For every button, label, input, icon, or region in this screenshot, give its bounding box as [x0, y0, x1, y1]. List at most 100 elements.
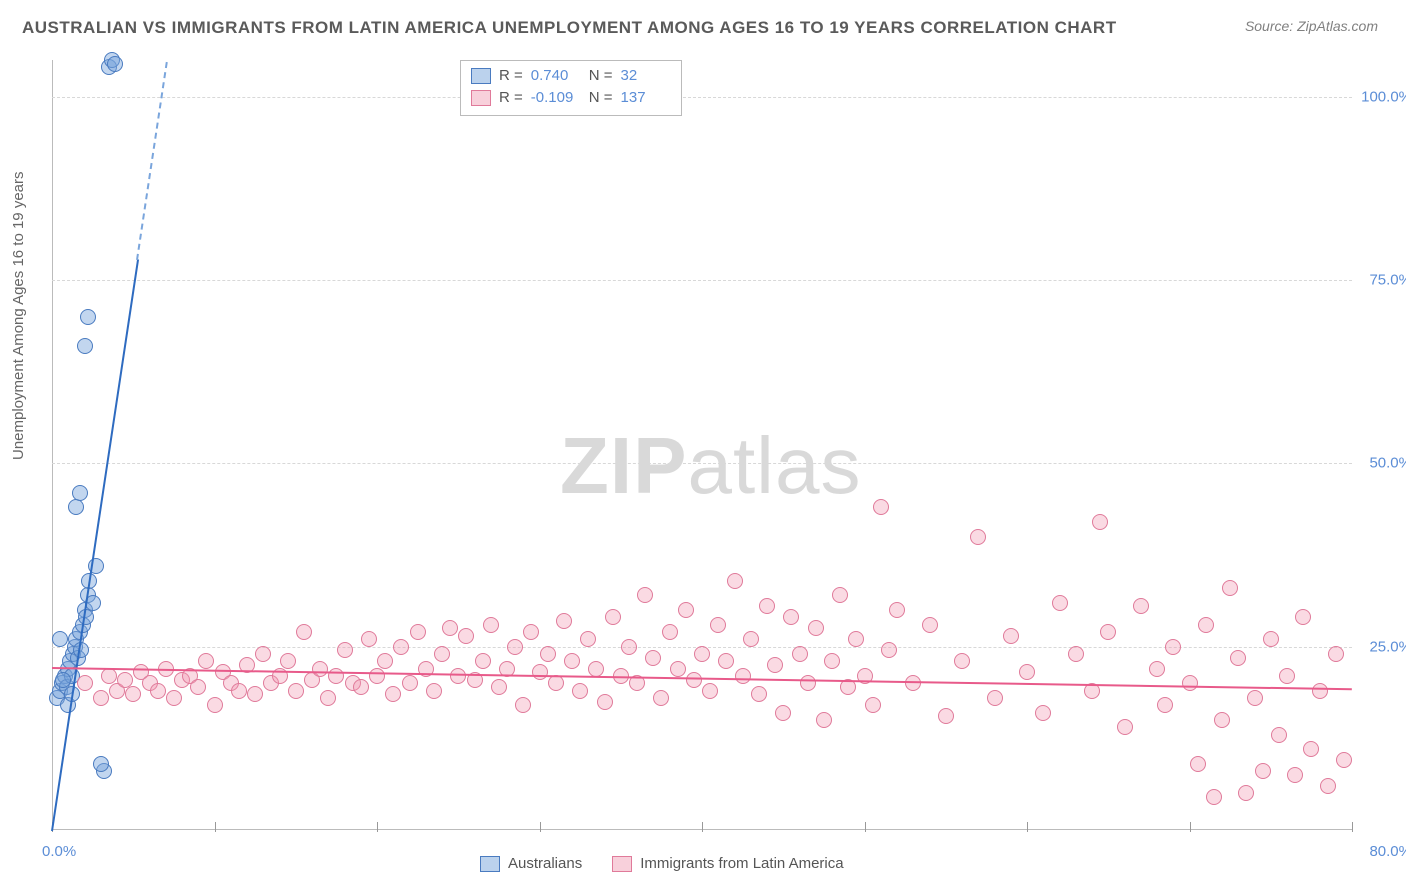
data-point: [328, 668, 344, 684]
n-value-2: 137: [621, 87, 671, 109]
data-point: [1295, 609, 1311, 625]
data-point: [1336, 752, 1352, 768]
data-point: [93, 756, 109, 772]
data-point: [727, 573, 743, 589]
data-point: [458, 628, 474, 644]
data-point: [938, 708, 954, 724]
data-point: [808, 620, 824, 636]
data-point: [507, 639, 523, 655]
data-point: [1320, 778, 1336, 794]
data-point: [588, 661, 604, 677]
data-point: [670, 661, 686, 677]
data-point: [1328, 646, 1344, 662]
n-label: N =: [589, 87, 613, 109]
data-point: [73, 642, 89, 658]
data-point: [832, 587, 848, 603]
data-point: [759, 598, 775, 614]
data-point: [288, 683, 304, 699]
data-point: [385, 686, 401, 702]
data-point: [572, 683, 588, 699]
data-point: [848, 631, 864, 647]
x-tick: [1352, 822, 1353, 832]
data-point: [645, 650, 661, 666]
data-point: [68, 499, 84, 515]
data-point: [1100, 624, 1116, 640]
data-point: [1182, 675, 1198, 691]
data-point: [881, 642, 897, 658]
y-tick-label: 100.0%: [1357, 88, 1406, 105]
r-label: R =: [499, 65, 523, 87]
data-point: [1165, 639, 1181, 655]
scatter-plot-area: 0.0% 80.0% 25.0%50.0%75.0%100.0%: [52, 60, 1352, 830]
data-point: [77, 338, 93, 354]
x-tick: [1190, 822, 1191, 832]
data-point: [954, 653, 970, 669]
x-tick: [865, 822, 866, 832]
x-tick: [215, 822, 216, 832]
data-point: [1312, 683, 1328, 699]
data-point: [532, 664, 548, 680]
legend-item-australians: Australians: [480, 855, 582, 872]
data-point: [231, 683, 247, 699]
data-point: [605, 609, 621, 625]
data-point: [296, 624, 312, 640]
data-point: [1279, 668, 1295, 684]
data-point: [1019, 664, 1035, 680]
data-point: [78, 609, 94, 625]
data-point: [556, 613, 572, 629]
data-point: [523, 624, 539, 640]
data-point: [207, 697, 223, 713]
data-point: [1157, 697, 1173, 713]
data-point: [637, 587, 653, 603]
data-point: [377, 653, 393, 669]
x-tick: [702, 822, 703, 832]
data-point: [1052, 595, 1068, 611]
y-tick-label: 50.0%: [1357, 455, 1406, 472]
data-point: [865, 697, 881, 713]
data-point: [580, 631, 596, 647]
data-point: [72, 485, 88, 501]
data-point: [540, 646, 556, 662]
data-point: [678, 602, 694, 618]
data-point: [515, 697, 531, 713]
swatch-pink-icon: [612, 856, 632, 872]
data-point: [410, 624, 426, 640]
data-point: [922, 617, 938, 633]
n-label: N =: [589, 65, 613, 87]
data-point: [735, 668, 751, 684]
data-point: [483, 617, 499, 633]
x-tick: [377, 822, 378, 832]
data-point: [1198, 617, 1214, 633]
data-point: [369, 668, 385, 684]
data-point: [1214, 712, 1230, 728]
data-point: [320, 690, 336, 706]
data-point: [783, 609, 799, 625]
data-point: [434, 646, 450, 662]
data-point: [77, 675, 93, 691]
data-point: [718, 653, 734, 669]
data-point: [80, 309, 96, 325]
data-point: [775, 705, 791, 721]
legend: Australians Immigrants from Latin Americ…: [480, 855, 844, 872]
data-point: [1247, 690, 1263, 706]
data-point: [337, 642, 353, 658]
stats-row-australians: R = 0.740 N = 32: [471, 65, 671, 87]
data-point: [255, 646, 271, 662]
gridline: [52, 97, 1352, 98]
data-point: [55, 672, 71, 688]
data-point: [125, 686, 141, 702]
correlation-stats-box: R = 0.740 N = 32 R = -0.109 N = 137: [460, 60, 682, 116]
data-point: [597, 694, 613, 710]
data-point: [150, 683, 166, 699]
data-point: [694, 646, 710, 662]
data-point: [564, 653, 580, 669]
data-point: [889, 602, 905, 618]
x-tick: [540, 822, 541, 832]
data-point: [710, 617, 726, 633]
data-point: [93, 690, 109, 706]
data-point: [800, 675, 816, 691]
data-point: [107, 56, 123, 72]
data-point: [1287, 767, 1303, 783]
x-tick-max: 80.0%: [1369, 843, 1406, 860]
chart-title: AUSTRALIAN VS IMMIGRANTS FROM LATIN AMER…: [22, 18, 1117, 38]
